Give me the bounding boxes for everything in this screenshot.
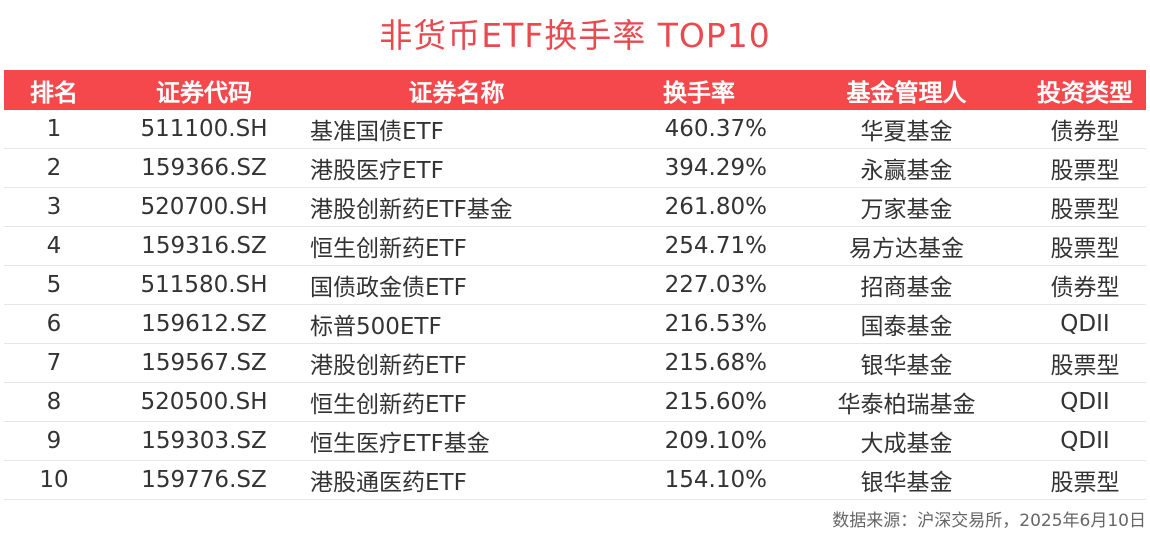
cell-turnover: 215.60% <box>664 389 767 415</box>
cell-manager: 银华基金 <box>860 470 953 496</box>
cell-name: 港股创新药ETF <box>310 353 467 379</box>
cell-manager: 国泰基金 <box>860 314 953 340</box>
turnover-table: 排名 证券代码 证券名称 换手率 基金管理人 投资类型 1 511100.SH … <box>4 70 1146 500</box>
cell-type: 债券型 <box>1050 119 1120 145</box>
cell-name: 港股医疗ETF <box>310 158 444 184</box>
cell-name: 国债政金债ETF <box>310 275 467 301</box>
cell-turnover: 216.53% <box>664 311 767 337</box>
header-turnover: 换手率 <box>663 78 735 107</box>
cell-turnover: 261.80% <box>664 194 767 220</box>
cell-rank: 6 <box>46 311 62 337</box>
cell-name: 恒生创新药ETF <box>310 392 467 418</box>
cell-turnover: 460.37% <box>664 116 767 142</box>
cell-name: 恒生医疗ETF基金 <box>310 431 490 457</box>
cell-code: 520500.SH <box>140 389 268 415</box>
table-row: 2 159366.SZ 港股医疗ETF 394.29% 永赢基金 股票型 <box>4 149 1146 188</box>
cell-type: QDII <box>1060 428 1110 454</box>
cell-rank: 2 <box>46 155 62 181</box>
cell-manager: 华夏基金 <box>860 119 953 145</box>
cell-turnover: 215.68% <box>664 350 767 376</box>
cell-turnover: 394.29% <box>664 155 767 181</box>
cell-type: 债券型 <box>1050 275 1120 301</box>
table-row: 7 159567.SZ 港股创新药ETF 215.68% 银华基金 股票型 <box>4 344 1146 383</box>
cell-type: 股票型 <box>1050 197 1120 223</box>
cell-code: 159612.SZ <box>141 311 267 337</box>
cell-manager: 华泰柏瑞基金 <box>837 392 976 418</box>
cell-name: 基准国债ETF <box>310 119 444 145</box>
table-row: 6 159612.SZ 标普500ETF 216.53% 国泰基金 QDII <box>4 305 1146 344</box>
cell-code: 159366.SZ <box>141 155 267 181</box>
cell-code: 159316.SZ <box>141 233 267 259</box>
cell-code: 511580.SH <box>140 272 268 298</box>
cell-manager: 易方达基金 <box>849 236 964 262</box>
cell-type: 股票型 <box>1050 353 1120 379</box>
cell-code: 520700.SH <box>140 194 268 220</box>
cell-turnover: 227.03% <box>664 272 767 298</box>
cell-code: 159567.SZ <box>141 350 267 376</box>
cell-rank: 3 <box>46 194 62 220</box>
cell-code: 159303.SZ <box>141 428 267 454</box>
data-source-note: 数据来源：沪深交易所，2025年6月10日 <box>832 511 1146 531</box>
cell-rank: 1 <box>46 116 62 142</box>
cell-name: 标普500ETF <box>310 314 442 340</box>
table-row: 8 520500.SH 恒生创新药ETF 215.60% 华泰柏瑞基金 QDII <box>4 383 1146 422</box>
header-code: 证券代码 <box>156 78 252 107</box>
cell-type: 股票型 <box>1050 158 1120 184</box>
table-row: 5 511580.SH 国债政金债ETF 227.03% 招商基金 债券型 <box>4 266 1146 305</box>
cell-type: 股票型 <box>1050 470 1120 496</box>
cell-code: 159776.SZ <box>141 467 267 493</box>
table-row: 10 159776.SZ 港股通医药ETF 154.10% 银华基金 股票型 <box>4 461 1146 500</box>
cell-manager: 永赢基金 <box>860 158 953 184</box>
table-row: 1 511100.SH 基准国债ETF 460.37% 华夏基金 债券型 <box>4 110 1146 149</box>
cell-name: 港股通医药ETF <box>310 470 467 496</box>
cell-name: 恒生创新药ETF <box>310 236 467 262</box>
page-title: 非货币ETF换手率 TOP10 <box>379 16 771 55</box>
header-manager: 基金管理人 <box>846 78 967 107</box>
table-row: 4 159316.SZ 恒生创新药ETF 254.71% 易方达基金 股票型 <box>4 227 1146 266</box>
cell-code: 511100.SH <box>140 116 268 142</box>
table-row: 9 159303.SZ 恒生医疗ETF基金 209.10% 大成基金 QDII <box>4 422 1146 461</box>
cell-turnover: 154.10% <box>664 467 767 493</box>
cell-rank: 10 <box>39 467 69 493</box>
cell-rank: 5 <box>46 272 62 298</box>
cell-name: 港股创新药ETF基金 <box>310 197 513 223</box>
cell-manager: 万家基金 <box>860 197 953 223</box>
cell-type: QDII <box>1060 311 1110 337</box>
cell-rank: 4 <box>46 233 62 259</box>
cell-rank: 9 <box>46 428 62 454</box>
cell-type: 股票型 <box>1050 236 1120 262</box>
header-type: 投资类型 <box>1037 78 1133 107</box>
table-header: 排名 证券代码 证券名称 换手率 基金管理人 投资类型 <box>4 70 1146 110</box>
cell-manager: 大成基金 <box>860 431 953 457</box>
cell-rank: 7 <box>46 350 62 376</box>
cell-turnover: 209.10% <box>664 428 767 454</box>
cell-turnover: 254.71% <box>664 233 767 259</box>
table-row: 3 520700.SH 港股创新药ETF基金 261.80% 万家基金 股票型 <box>4 188 1146 227</box>
cell-type: QDII <box>1060 389 1110 415</box>
cell-manager: 招商基金 <box>860 275 953 301</box>
cell-rank: 8 <box>46 389 62 415</box>
header-name: 证券名称 <box>408 78 505 107</box>
header-rank: 排名 <box>30 78 78 107</box>
cell-manager: 银华基金 <box>860 353 953 379</box>
